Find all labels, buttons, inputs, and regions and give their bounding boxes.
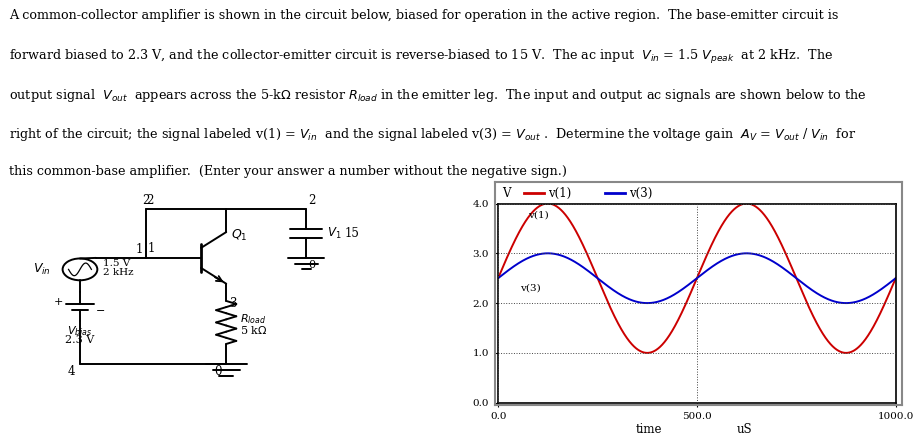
Text: right of the circuit; the signal labeled v(1) = $V_{in}$  and the signal labeled: right of the circuit; the signal labeled… bbox=[9, 126, 856, 143]
Text: 2 kHz: 2 kHz bbox=[102, 268, 133, 277]
Text: $V_1$: $V_1$ bbox=[327, 226, 341, 241]
Text: 2: 2 bbox=[143, 194, 150, 207]
Text: $V_{bias}$: $V_{bias}$ bbox=[68, 324, 92, 338]
Text: A common-collector amplifier is shown in the circuit below, biased for operation: A common-collector amplifier is shown in… bbox=[9, 9, 838, 22]
Text: 1: 1 bbox=[147, 242, 154, 255]
Text: $R_{load}$: $R_{load}$ bbox=[239, 313, 266, 326]
Text: forward biased to 2.3 V, and the collector-emitter circuit is reverse-biased to : forward biased to 2.3 V, and the collect… bbox=[9, 48, 834, 66]
Text: v(1): v(1) bbox=[547, 187, 571, 200]
Text: V: V bbox=[502, 187, 511, 200]
Text: +: + bbox=[54, 297, 63, 307]
Text: time: time bbox=[636, 423, 663, 433]
Text: v(1): v(1) bbox=[528, 210, 548, 220]
Text: 0: 0 bbox=[309, 260, 315, 270]
Text: 4: 4 bbox=[68, 365, 75, 378]
Text: uS: uS bbox=[737, 423, 752, 433]
Text: 2: 2 bbox=[309, 194, 316, 207]
Text: output signal  $V_{out}$  appears across the 5-k$\Omega$ resistor $R_{load}$ in : output signal $V_{out}$ appears across t… bbox=[9, 87, 866, 104]
Text: $Q_1$: $Q_1$ bbox=[230, 227, 248, 242]
Text: v(3): v(3) bbox=[630, 187, 653, 200]
Text: $V_{in}$: $V_{in}$ bbox=[33, 262, 51, 277]
Text: this common-base amplifier.  (Enter your answer a number without the negative si: this common-base amplifier. (Enter your … bbox=[9, 165, 568, 178]
Text: 0: 0 bbox=[214, 365, 222, 378]
Text: v(3): v(3) bbox=[520, 284, 541, 293]
Text: 1.5 V: 1.5 V bbox=[102, 259, 130, 268]
Text: 2.3 V: 2.3 V bbox=[65, 335, 95, 345]
Text: $-$: $-$ bbox=[95, 304, 105, 314]
Text: 5 k$\Omega$: 5 k$\Omega$ bbox=[239, 323, 267, 336]
Text: 1: 1 bbox=[135, 242, 143, 255]
Text: 3: 3 bbox=[229, 297, 237, 310]
Text: 15: 15 bbox=[345, 227, 360, 240]
Text: 2: 2 bbox=[146, 194, 154, 207]
